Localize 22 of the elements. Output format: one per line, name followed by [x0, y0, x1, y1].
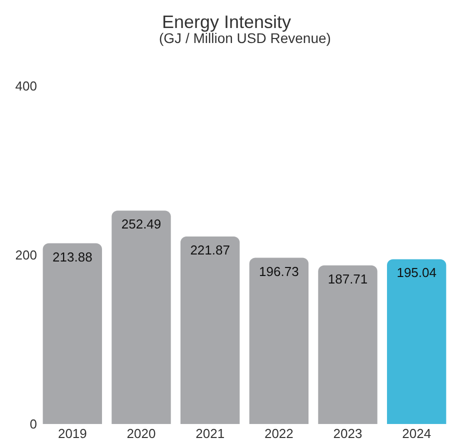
x-tick-label: 2024 [402, 426, 432, 441]
data-label: 213.88 [52, 249, 92, 264]
data-label: 187.71 [328, 271, 368, 286]
bar [180, 236, 240, 424]
data-label: 221.87 [190, 242, 230, 258]
y-tick-label: 400 [15, 78, 37, 94]
x-tick-label: 2022 [264, 426, 294, 441]
x-tick-label: 2023 [333, 426, 362, 441]
bar [112, 210, 171, 424]
data-label: 196.73 [259, 264, 299, 279]
x-tick-label: 2021 [196, 426, 225, 441]
x-tick-label: 2020 [126, 426, 156, 441]
data-label: 252.49 [121, 216, 162, 232]
bar [318, 265, 378, 424]
y-tick-label: 200 [15, 248, 37, 263]
bar [249, 258, 309, 424]
chart-title: Energy Intensity [162, 12, 292, 32]
x-tick-label: 2019 [58, 426, 87, 441]
bar [42, 243, 102, 424]
y-tick-label: 0 [30, 416, 37, 432]
bar [386, 259, 446, 424]
data-label: 195.04 [396, 265, 436, 280]
